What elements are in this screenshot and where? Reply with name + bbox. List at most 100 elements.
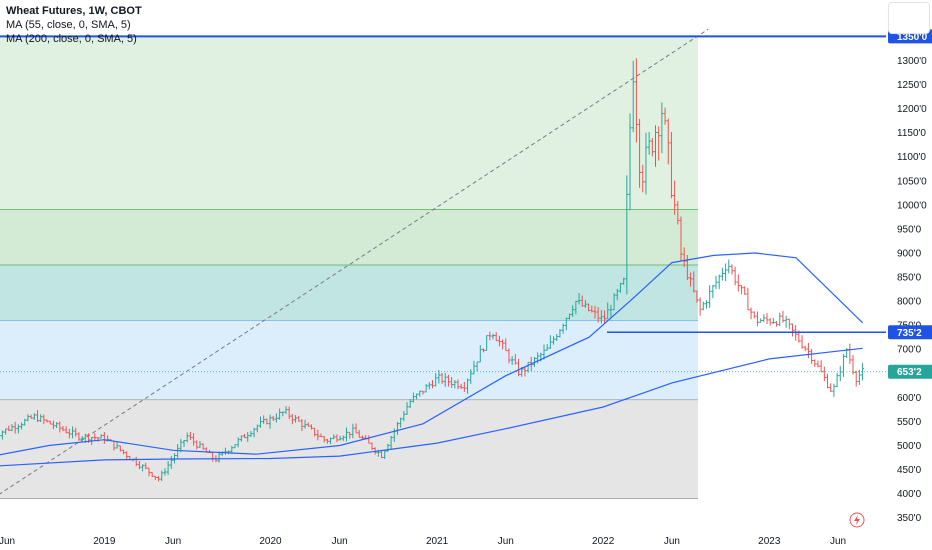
ohlc-bar [93,433,97,441]
ohlc-bar [13,421,17,434]
ohlc-bar [612,293,616,311]
ohlc-bar [682,247,686,268]
ohlc-bar [297,415,301,422]
chart-title: Wheat Futures, 1W, CBOT [6,5,142,17]
ohlc-bar [740,285,744,295]
ohlc-bar [278,408,282,420]
y-tick-label: 350'0 [897,513,922,524]
fib-band [0,320,698,400]
ohlc-bar [147,467,151,477]
ohlc-bar [488,331,492,341]
auto-scale-button[interactable] [888,2,930,34]
ohlc-bar [622,277,626,285]
y-tick-label: 550'0 [897,417,922,428]
ohlc-bar [198,441,202,448]
ohlc-bar [427,382,431,390]
ohlc-bar [284,406,288,414]
horizontal-levels [0,35,886,373]
ohlc-bar [606,302,610,320]
ohlc-bar [644,132,648,195]
ohlc-bar [233,444,237,449]
trend-line [0,28,709,495]
ohlc-bar [848,343,852,364]
ohlc-bar [647,131,651,155]
ohlc-bar [803,345,807,352]
ohlc-bar [654,125,658,167]
ohlc-bar [861,363,865,381]
ohlc-bar [45,419,49,423]
level-tag-735-bg [888,325,932,340]
ohlc-bar [771,318,775,324]
x-tick-label: Jun [498,536,514,547]
ohlc-bar [832,383,836,397]
ohlc-bar [443,372,447,387]
ohlc-bar [478,345,482,363]
ohlc-bar [778,312,782,326]
y-tick-label: 1300'0 [897,56,927,67]
ohlc-bar [497,335,501,347]
ohlc-bar [752,311,756,319]
ohlc-bar [335,434,339,443]
ohlc-bar [16,424,20,434]
ohlc-bar [800,335,804,349]
ohlc-bar [641,164,645,193]
ohlc-bar [192,433,196,446]
ohlc-bar [77,432,81,441]
ohlc-bar [787,318,791,330]
x-tick-label: 2021 [426,536,449,547]
y-tick-label: 1200'0 [897,104,927,115]
fib-band [0,265,698,321]
x-tick-label: Jun [830,536,846,547]
ohlc-bar [157,475,161,482]
moving-averages [0,252,864,467]
ohlc-bar [657,126,661,161]
ohlc-bar [841,353,845,377]
ohlc-bar [676,201,680,225]
ohlc-bar [481,348,485,353]
ohlc-bar [313,427,317,437]
ohlc-bar [338,435,342,441]
ohlc-bar [48,420,52,425]
time-axis-bg [0,525,888,550]
ohlc-bar [564,317,568,331]
ohlc-bar [822,366,826,382]
ohlc-bar [526,361,530,373]
price-axis-bg [888,0,932,550]
x-tick-label: 2020 [259,536,282,547]
ohlc-bar [265,418,269,425]
ohlc-bar [418,390,422,397]
ohlc-bar [0,435,1,437]
ohlc-bar [631,60,635,133]
ohlc-bar [587,303,591,312]
ohlc-bar [666,118,670,165]
ohlc-bar [446,374,450,387]
ohlc-bar [491,333,495,340]
ohlc-bar [332,434,336,440]
ohlc-bar [287,406,291,420]
ohlc-bar [555,334,559,341]
time-axis: Jun 2019 Jun 2020 Jun 2021 Jun 2022 Jun 2023 Jun [0,512,888,550]
ohlc-bar [826,373,830,389]
ohlc-bar [188,432,192,440]
ohlc-bar [29,414,33,419]
y-tick-label: 1050'0 [897,176,927,187]
ohlc-bar [74,427,78,437]
fib-band [0,36,698,210]
ohlc-bar [790,323,794,337]
ohlc-bar [64,426,68,434]
lightning-icon [849,512,865,528]
ohlc-bar [469,369,473,384]
y-tick-label: 950'0 [897,224,922,235]
ohlc-bar [746,287,750,311]
ohlc-bar [583,300,587,308]
ohlc-bar [759,318,763,323]
ohlc-bar [717,274,721,290]
ohlc-bar [230,445,234,454]
ohlc-bar [609,304,613,318]
ohlc-bar [625,175,629,295]
ohlc-bar [838,366,842,382]
ohlc-bar [39,414,43,422]
ohlc-bar [494,332,498,342]
ohlc-bar [437,370,441,384]
